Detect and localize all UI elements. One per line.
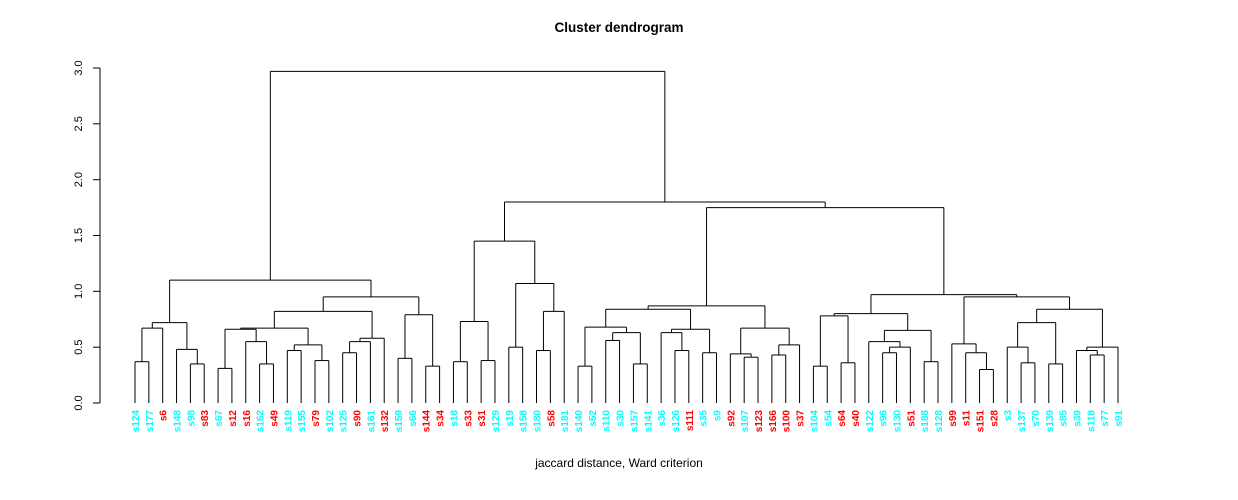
leaf-label: s181	[560, 410, 571, 433]
leaf-label: s139	[1045, 410, 1056, 433]
leaf-label: s37	[796, 410, 807, 427]
leaf-label: s49	[269, 410, 280, 427]
leaf-label: s18	[449, 410, 460, 427]
leaf-label: s119	[283, 410, 294, 432]
leaf-label: s111	[685, 410, 696, 432]
leaf-label: s33	[463, 410, 474, 427]
leaf-label: s54	[823, 410, 834, 427]
leaf-label: s92	[726, 410, 737, 427]
leaf-label: s83	[200, 410, 211, 427]
y-tick-label: 1.0	[73, 284, 85, 299]
leaf-label: s100	[782, 410, 793, 433]
leaf-label: s98	[186, 410, 197, 427]
leaf-label: s180	[533, 410, 544, 433]
leaf-label: s66	[408, 410, 419, 427]
leaf-label: s9	[712, 410, 723, 422]
leaf-label: s188	[920, 410, 931, 433]
leaf-label: s79	[311, 410, 322, 427]
leaf-label: s30	[616, 410, 627, 427]
leaf-label: s91	[1114, 410, 1125, 427]
leaf-label: s132	[380, 410, 391, 433]
leaf-label: s52	[588, 410, 599, 427]
leaf-label: s140	[574, 410, 585, 433]
leaf-label: s162	[256, 410, 267, 433]
leaf-label: s96	[879, 410, 890, 427]
leaf-label: s144	[422, 410, 433, 433]
y-tick-label: 1.5	[73, 228, 85, 243]
leaf-label: s11	[962, 410, 973, 427]
leaf-label: s40	[851, 410, 862, 427]
leaf-label: s107	[740, 410, 751, 433]
leaf-label: s67	[214, 410, 225, 427]
leaf-label: s85	[1059, 410, 1070, 427]
leaf-label: s137	[1017, 410, 1028, 433]
leaf-label: s102	[325, 410, 336, 433]
leaf-labels: s124 s177 s6 s148 s98 s83 s67 s12 s16 s162 s49 s119…	[131, 410, 1125, 433]
leaf-label: s3	[1003, 410, 1014, 422]
y-tick-label: 0.5	[73, 340, 85, 355]
leaf-label: s70	[1031, 410, 1042, 427]
leaf-label: s157	[629, 410, 640, 433]
leaf-label: s126	[671, 410, 682, 433]
leaf-label: s124	[131, 410, 142, 433]
leaf-label: s161	[366, 410, 377, 433]
leaf-label: s123	[754, 410, 765, 433]
leaf-label: s151	[976, 410, 987, 433]
leaf-label: s35	[699, 410, 710, 427]
leaf-label: s77	[1100, 410, 1111, 427]
y-tick-label: 2.5	[73, 116, 85, 131]
dendrogram-links	[134, 70, 1119, 403]
y-tick-label: 0.0	[73, 395, 85, 410]
leaf-label: s51	[906, 410, 917, 427]
y-tick-label: 3.0	[73, 60, 85, 75]
leaf-label: s19	[505, 410, 516, 427]
y-axis: 0.0 0.5 1.0 1.5 2.0 2.5 3.0	[73, 60, 101, 411]
leaf-label: s155	[297, 410, 308, 433]
leaf-label: s99	[948, 410, 959, 427]
leaf-label: s34	[436, 410, 447, 427]
leaf-label: s104	[809, 410, 820, 433]
leaf-label: s118	[1086, 410, 1097, 432]
leaf-label: s177	[145, 410, 156, 433]
leaf-label: s122	[865, 410, 876, 433]
leaf-label: s28	[989, 410, 1000, 427]
leaf-label: s141	[643, 410, 654, 433]
x-axis-caption: jaccard distance, Ward criterion	[535, 456, 703, 470]
leaf-label: s128	[934, 410, 945, 433]
leaf-label: s159	[394, 410, 405, 433]
leaf-label: s130	[892, 410, 903, 433]
leaf-label: s166	[768, 410, 779, 433]
leaf-label: s158	[519, 410, 530, 433]
y-tick-label: 2.0	[73, 172, 85, 187]
leaf-label: s36	[657, 410, 668, 427]
leaf-label: s90	[353, 410, 364, 427]
chart-title: Cluster dendrogram	[554, 20, 684, 35]
leaf-label: s129	[491, 410, 502, 433]
leaf-label: s58	[546, 410, 557, 427]
leaf-label: s148	[173, 410, 184, 433]
leaf-label: s110	[602, 410, 613, 432]
leaf-label: s64	[837, 410, 848, 427]
leaf-label: s6	[159, 410, 170, 422]
leaf-label: s39	[1072, 410, 1083, 427]
leaf-label: s12	[228, 410, 239, 427]
leaf-label: s31	[477, 410, 488, 427]
leaf-label: s16	[242, 410, 253, 427]
leaf-label: s125	[339, 410, 350, 433]
